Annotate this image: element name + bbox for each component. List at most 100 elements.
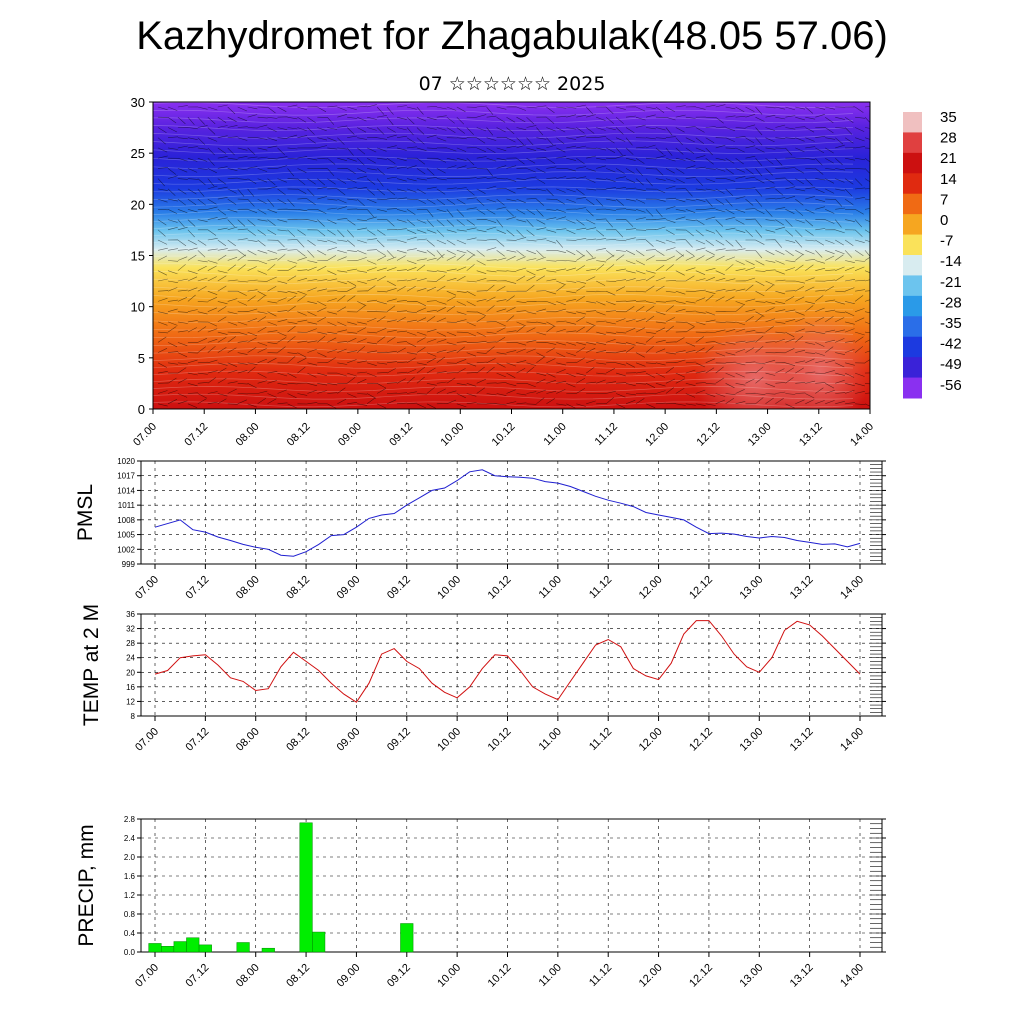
isotherm-line [153, 355, 854, 362]
y-tick-label: 1020 [117, 457, 135, 466]
isotherm-line [153, 240, 854, 246]
y-tick-label: 15 [131, 249, 145, 264]
x-tick-label: 14.00 [838, 574, 866, 602]
precip-bar [186, 937, 200, 953]
colorbar-swatch [903, 132, 922, 154]
y-tick-label: 1008 [117, 516, 135, 525]
x-tick-label: 13.00 [737, 574, 765, 602]
x-tick-label: 14.00 [838, 726, 866, 754]
x-tick-label: 11.00 [537, 962, 564, 989]
x-tick-label: 08.12 [284, 962, 312, 990]
y-tick-label: 12 [126, 697, 135, 706]
isotherm-line [153, 178, 854, 185]
colorbar-swatch [903, 275, 922, 297]
x-tick-label: 10.00 [438, 421, 466, 449]
x-tick-label: 12.00 [637, 574, 665, 602]
pmsl-panel: 07.00 07.12 08.00 08.12 09.00 09.12 10.00 10.12… [74, 457, 886, 602]
y-tick-label: 0 [138, 402, 145, 417]
isotherm-line [153, 393, 854, 400]
x-tick-label: 13.12 [788, 574, 816, 602]
y-tick-label: 20 [131, 197, 145, 212]
precip-bar [400, 923, 414, 953]
isotherm-line [153, 209, 854, 216]
colorbar-swatch [903, 377, 922, 399]
temp2m-panel: 07.00 07.12 08.00 08.12 09.00 09.12 10.00 10.12… [80, 604, 886, 754]
x-tick-label: 09.12 [385, 574, 413, 602]
isotherm-line [153, 286, 854, 293]
y-tick-label: 36 [126, 610, 135, 619]
colorbar-label: -49 [940, 356, 962, 373]
x-tick-label: 07.12 [184, 962, 212, 990]
y-tick-label: 24 [126, 654, 135, 663]
y-tick-label: 10 [131, 300, 145, 315]
x-tick-label: 10.00 [435, 574, 463, 602]
series-line [154, 620, 861, 703]
isotherm-line [153, 201, 854, 208]
colorbar-label: -35 [940, 315, 962, 332]
isotherm-line [153, 271, 854, 277]
x-tick-label: 11.12 [587, 962, 614, 989]
colorbar-swatch [903, 234, 922, 256]
x-tick-label: 11.12 [593, 421, 620, 448]
x-tick-label: 07.00 [133, 726, 161, 754]
x-tick-label: 13.12 [788, 726, 816, 754]
x-tick-label: 10.12 [486, 726, 514, 754]
colorbar-label: -7 [940, 233, 953, 250]
colorbar-label: 0 [940, 212, 948, 229]
x-tick-label: 07.00 [133, 574, 161, 602]
colorbar-swatch [903, 214, 922, 236]
x-tick-label: 07.12 [184, 726, 212, 754]
colorbar-swatch [903, 173, 922, 195]
x-tick-label: 08.12 [284, 574, 312, 602]
x-tick-label: 08.00 [234, 421, 262, 449]
x-tick-label: 08.00 [234, 726, 262, 754]
x-tick-label: 07.00 [131, 421, 159, 449]
y-tick-label: 16 [126, 683, 135, 692]
colorbar-label: 14 [940, 171, 957, 188]
isotherm-line [153, 109, 854, 116]
x-tick-label: 07.00 [133, 962, 161, 990]
colorbar-swatch [903, 295, 922, 317]
y-tick-label: 0.8 [124, 910, 136, 919]
colorbar-label: -14 [940, 253, 962, 270]
isotherm-line [153, 132, 854, 139]
isotherm-line [153, 247, 854, 254]
x-tick-label: 13.00 [737, 962, 765, 990]
x-tick-label: 12.00 [637, 962, 665, 990]
x-tick-label: 10.12 [486, 962, 514, 990]
y-tick-label: 1.2 [124, 891, 136, 900]
isotherm-line [153, 324, 854, 331]
x-tick-label: 11.00 [541, 421, 568, 448]
x-tick-label: 11.00 [537, 574, 564, 601]
isotherm-line [153, 171, 854, 177]
x-tick-label: 13.12 [797, 421, 825, 449]
x-tick-label: 07.12 [184, 574, 212, 602]
x-tick-label: 13.00 [737, 726, 765, 754]
precip-bar [312, 931, 326, 953]
y-tick-label: 1005 [117, 531, 135, 540]
chart-title: Kazhydromet for Zhagabulak(48.05 57.06) [136, 14, 888, 58]
colorbar-label: -56 [940, 377, 962, 394]
y-axis-label: PMSL [74, 484, 97, 541]
x-tick-label: 10.12 [490, 421, 518, 449]
x-tick-label: 08.00 [234, 574, 262, 602]
y-tick-label: 0.0 [124, 948, 136, 957]
y-tick-label: 2.4 [124, 834, 136, 843]
precip-bar [261, 947, 275, 953]
y-tick-label: 32 [126, 625, 135, 634]
y-tick-label: 30 [131, 95, 145, 110]
colorbar-swatch [903, 255, 922, 276]
colorbar-label: 28 [940, 130, 957, 147]
y-axis-label: TEMP at 2 M [80, 604, 103, 726]
isotherm-line [153, 263, 854, 270]
precip-bar [161, 946, 175, 953]
x-tick-label: 08.00 [234, 962, 262, 990]
x-tick-label: 10.00 [435, 962, 463, 990]
isotherm-line [153, 317, 854, 323]
chart-subtitle: 07 ☆☆☆☆☆☆ 2025 [418, 73, 606, 95]
colorbar-swatch [903, 336, 922, 358]
y-tick-label: 1014 [117, 486, 135, 495]
x-tick-label: 11.00 [537, 726, 564, 753]
x-tick-label: 09.12 [385, 726, 413, 754]
y-tick-label: 1011 [118, 501, 136, 510]
